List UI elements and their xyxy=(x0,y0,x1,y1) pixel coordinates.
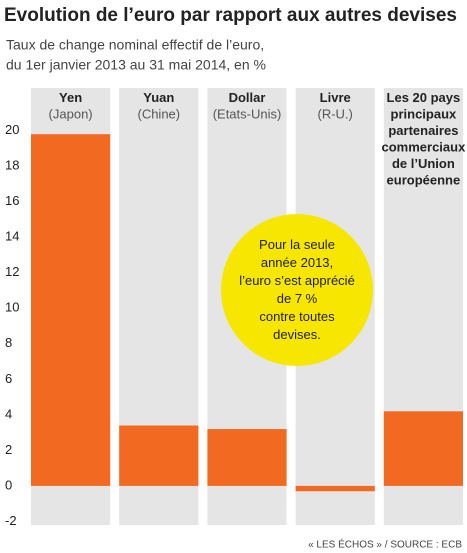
y-tick-label: 14 xyxy=(5,229,19,244)
y-tick-label: 0 xyxy=(5,477,12,492)
subtitle: Taux de change nominal effectif de l’eur… xyxy=(6,37,264,53)
annotation: Pour la seule année 2013, l’euro s’est app… xyxy=(239,237,355,342)
y-tick-label: 18 xyxy=(5,158,19,173)
category-note: (R-U.) xyxy=(318,106,353,121)
y-tick-label: 12 xyxy=(5,264,19,279)
category-label: Dollar xyxy=(229,90,266,105)
category-label: Livre xyxy=(320,90,351,105)
bar xyxy=(31,134,111,486)
category-note: (Japon) xyxy=(49,106,93,121)
category-label: Les 20 pays principaux partenaires commerci… xyxy=(381,90,466,188)
y-tick-label: 2 xyxy=(5,442,12,457)
bar xyxy=(295,485,375,492)
bar xyxy=(383,411,463,486)
category-label: Yuan xyxy=(143,90,174,105)
bar xyxy=(119,425,199,486)
y-tick-label: 20 xyxy=(5,122,19,137)
y-tick-label: 6 xyxy=(5,371,12,386)
category-label: Yen xyxy=(59,90,82,105)
annotation-bubble xyxy=(221,214,373,366)
y-tick-label: 8 xyxy=(5,335,12,350)
y-tick-label: 16 xyxy=(5,193,19,208)
bar xyxy=(207,429,287,486)
category-note: (Chine) xyxy=(137,106,180,121)
chart-title: Evolution de l’euro par rapport aux autr… xyxy=(4,5,457,26)
y-tick-label: -2 xyxy=(5,513,17,528)
subtitle: du 1er janvier 2013 au 31 mai 2014, en % xyxy=(6,57,266,73)
y-tick-label: 4 xyxy=(5,406,12,421)
source: « LES ÉCHOS » / SOURCE : ECB xyxy=(308,538,462,551)
y-tick-label: 10 xyxy=(5,300,19,315)
category-note: (Etats-Unis) xyxy=(213,106,282,121)
